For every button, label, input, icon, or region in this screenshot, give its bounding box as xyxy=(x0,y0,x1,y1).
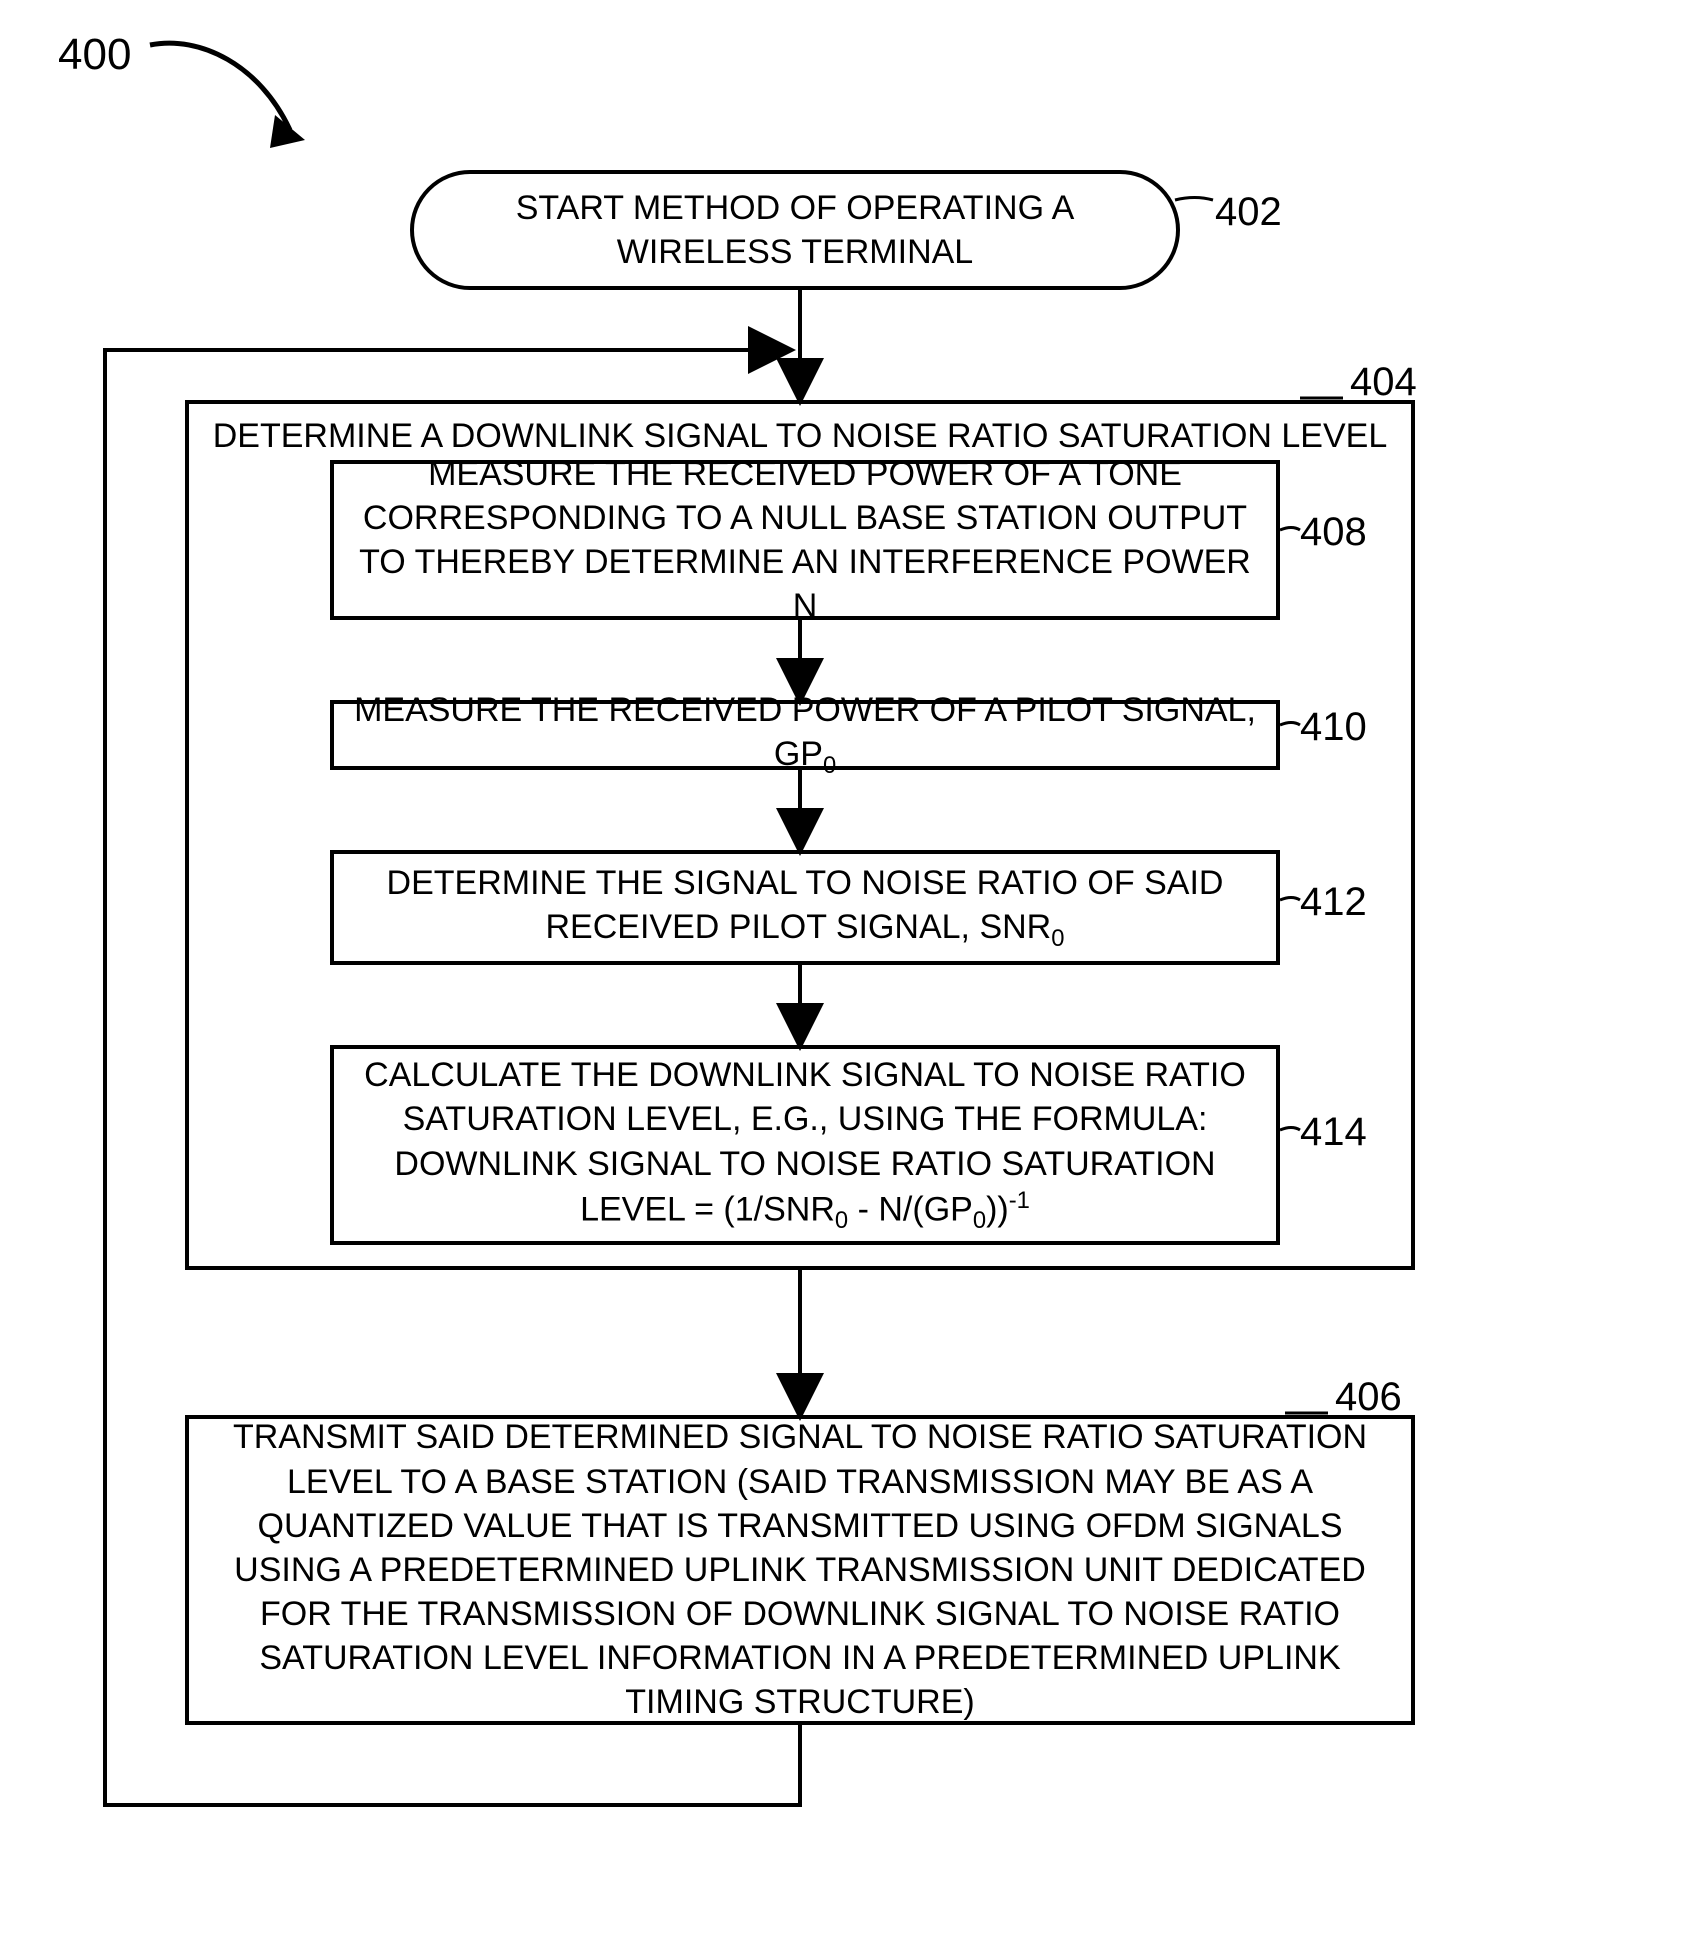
process-step-410: MEASURE THE RECEIVED POWER OF A PILOT SI… xyxy=(330,700,1280,770)
process-step-408: MEASURE THE RECEIVED POWER OF A TONE COR… xyxy=(330,460,1280,620)
figure-pointer-arrowhead xyxy=(270,115,305,148)
ref-label-412: 412 xyxy=(1300,880,1367,925)
ref-label-408: 408 xyxy=(1300,510,1367,555)
process-step-406-text: TRANSMIT SAID DETERMINED SIGNAL TO NOISE… xyxy=(209,1415,1391,1724)
process-step-410-text: MEASURE THE RECEIVED POWER OF A PILOT SI… xyxy=(354,688,1256,782)
leader-402 xyxy=(1175,198,1213,201)
process-step-412: DETERMINE THE SIGNAL TO NOISE RATIO OF S… xyxy=(330,850,1280,965)
process-step-406: TRANSMIT SAID DETERMINED SIGNAL TO NOISE… xyxy=(185,1415,1415,1725)
start-node-text: START METHOD OF OPERATING A WIRELESS TER… xyxy=(454,186,1136,274)
figure-pointer-arrow xyxy=(150,43,290,130)
ref-label-402: 402 xyxy=(1215,190,1282,235)
flowchart-canvas: 400 START METHOD OF OPERATING A WIRELESS… xyxy=(0,0,1705,1956)
process-step-408-text: MEASURE THE RECEIVED POWER OF A TONE COR… xyxy=(354,452,1256,629)
process-step-414-text: CALCULATE THE DOWNLINK SIGNAL TO NOISE R… xyxy=(354,1053,1256,1237)
ref-label-414: 414 xyxy=(1300,1110,1367,1155)
figure-number-label: 400 xyxy=(58,30,131,80)
process-step-414: CALCULATE THE DOWNLINK SIGNAL TO NOISE R… xyxy=(330,1045,1280,1245)
ref-label-410: 410 xyxy=(1300,705,1367,750)
process-step-412-text: DETERMINE THE SIGNAL TO NOISE RATIO OF S… xyxy=(354,861,1256,955)
ref-label-406: 406 xyxy=(1335,1375,1402,1420)
ref-label-404: 404 xyxy=(1350,360,1417,405)
start-node: START METHOD OF OPERATING A WIRELESS TER… xyxy=(410,170,1180,290)
